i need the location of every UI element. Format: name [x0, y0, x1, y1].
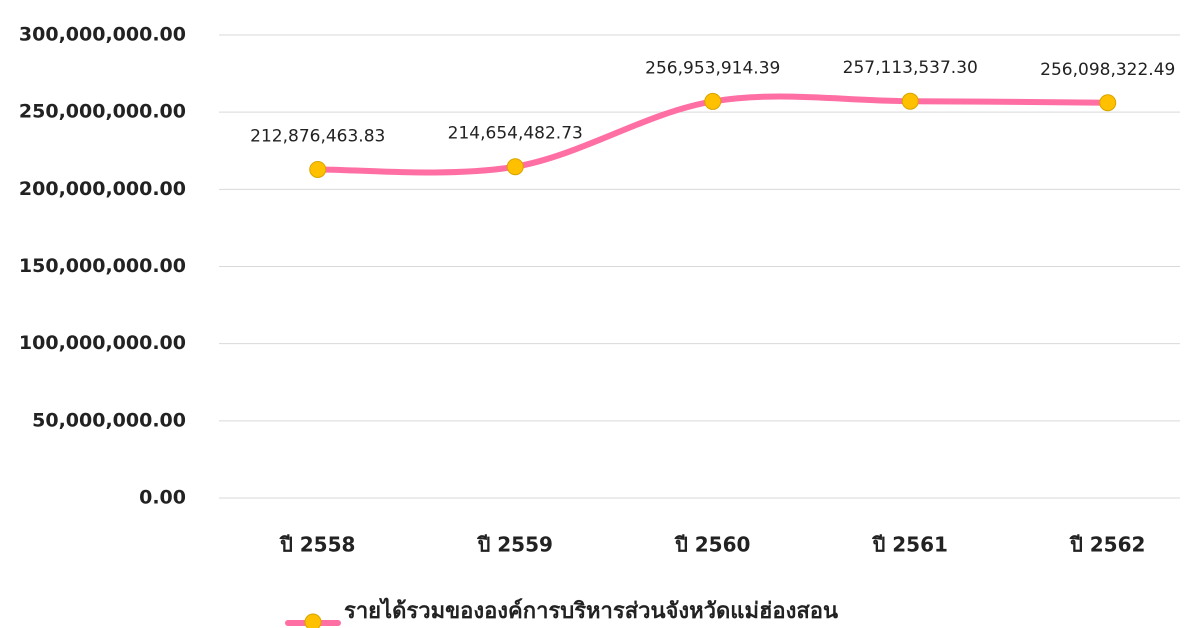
marker: [1099, 94, 1117, 112]
data-label: 212,876,463.83: [250, 126, 385, 146]
y-tick-label: 50,000,000.00: [32, 409, 186, 431]
data-label: 257,113,537.30: [843, 58, 978, 78]
y-tick-label: 250,000,000.00: [19, 101, 186, 123]
y-tick-label: 150,000,000.00: [19, 255, 186, 277]
data-label: 256,953,914.39: [645, 58, 780, 78]
marker: [901, 92, 919, 110]
y-tick-label: 300,000,000.00: [19, 24, 186, 46]
data-label: 214,654,482.73: [448, 124, 583, 144]
y-tick-label: 100,000,000.00: [19, 332, 186, 354]
legend-label: รายได้รวมขององค์การบริหารส่วนจังหวัดแม่ฮ…: [344, 597, 838, 624]
legend-marker: [304, 613, 322, 628]
y-tick-label: 200,000,000.00: [19, 178, 186, 200]
y-tick-label: 0.00: [139, 487, 186, 509]
marker: [309, 160, 327, 178]
marker: [704, 92, 722, 110]
x-tick-label: ปี 2558: [279, 533, 356, 557]
x-tick-label: ปี 2559: [476, 533, 553, 557]
x-tick-label: ปี 2561: [871, 533, 948, 557]
x-tick-label: ปี 2562: [1069, 533, 1146, 557]
marker: [506, 158, 524, 176]
data-label: 256,098,322.49: [1040, 60, 1175, 80]
x-tick-label: ปี 2560: [674, 533, 751, 557]
